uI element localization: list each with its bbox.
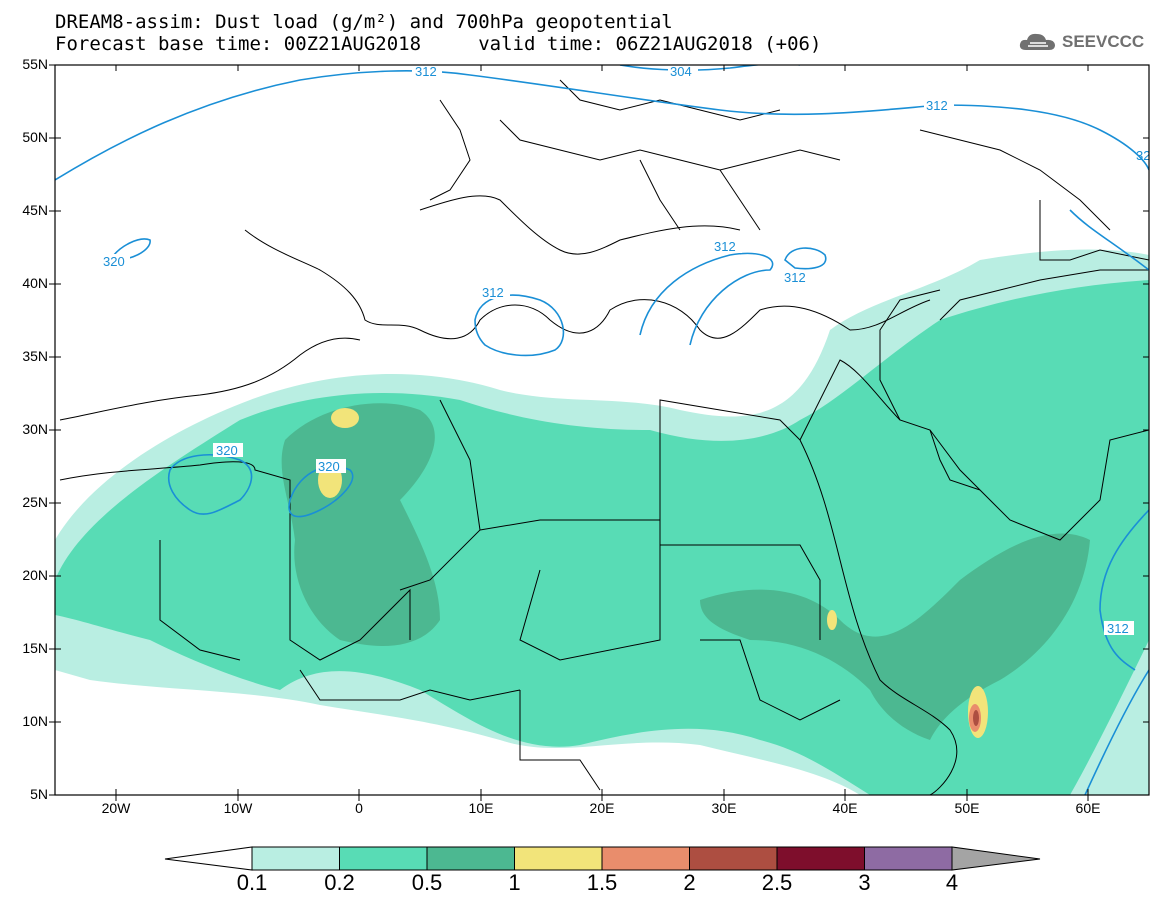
lon-label: 40E — [832, 800, 858, 816]
contour-label: 320 — [103, 254, 125, 269]
colorbar-label: 1 — [508, 870, 521, 895]
map-title: DREAM8-assim: Dust load (g/m²) and 700hP… — [55, 11, 673, 33]
colorbar-label: 3 — [858, 870, 871, 895]
lat-label: 55N — [22, 56, 48, 72]
colorbar-segment — [601, 846, 690, 871]
contour-label: 312 — [784, 270, 806, 285]
contour-label: 312 — [482, 285, 504, 300]
lat-label: 35N — [22, 348, 48, 364]
contour-label: 304 — [670, 64, 692, 79]
contour-label: 312 — [415, 64, 437, 79]
colorbar-segment — [164, 846, 253, 871]
colorbar-segment — [514, 846, 603, 871]
colorbar-label: 4 — [945, 870, 959, 895]
colorbar-segment — [426, 846, 515, 871]
seevccc-logo: SEEVCCC — [1018, 30, 1144, 54]
contour-label: 32 — [1136, 148, 1150, 163]
forecast-time-subtitle: Forecast base time: 00Z21AUG2018 valid t… — [55, 33, 822, 55]
colorbar-label: 2.5 — [761, 870, 793, 895]
lat-label: 15N — [22, 640, 48, 656]
lat-label: 25N — [22, 494, 48, 510]
lon-label: 10W — [223, 800, 253, 816]
colorbar-label: 0.1 — [236, 870, 268, 895]
axis-ticks — [49, 64, 1149, 801]
lat-label: 30N — [22, 421, 48, 437]
colorbar-segment — [864, 846, 953, 871]
lon-label: 50E — [954, 800, 980, 816]
dust-band-1 — [827, 610, 837, 630]
contour-label: 320 — [216, 443, 238, 458]
lon-label: 30E — [711, 800, 737, 816]
colorbar-label: 2 — [683, 870, 696, 895]
lat-label: 5N — [30, 786, 48, 802]
cloud-icon — [1019, 33, 1055, 50]
lon-label: 60E — [1075, 800, 1101, 816]
dust-field: 312 304 312 32 320 312 312 312 320 320 3… — [55, 64, 1150, 795]
colorbar-label: 0.2 — [324, 870, 355, 895]
colorbar — [164, 846, 1041, 871]
lat-label: 20N — [22, 567, 48, 583]
lat-label: 10N — [22, 713, 48, 729]
logo-text: SEEVCCC — [1062, 32, 1145, 51]
lon-label: 0 — [355, 800, 363, 816]
lat-label: 45N — [22, 202, 48, 218]
colorbar-segment — [339, 846, 428, 871]
colorbar-label: 1.5 — [586, 870, 618, 895]
colorbar-segment — [776, 846, 865, 871]
contour-label: 312 — [714, 239, 736, 254]
geopotential-contours — [55, 65, 1149, 795]
lat-label: 40N — [22, 275, 48, 291]
contour-label: 320 — [318, 459, 340, 474]
colorbar-segment — [689, 846, 778, 871]
dust-band-1 — [331, 408, 359, 428]
colorbar-segment — [251, 846, 340, 871]
contour-label: 312 — [1107, 621, 1129, 636]
dust-band-0.5 — [700, 533, 1090, 740]
lat-label: 50N — [22, 129, 48, 145]
colorbar-segment — [951, 846, 1041, 871]
colorbar-label: 0.5 — [411, 870, 443, 895]
lon-label: 20E — [589, 800, 615, 816]
contour-labels: 312 304 312 32 320 312 312 312 320 320 3… — [100, 64, 1150, 636]
contour-label: 312 — [926, 98, 948, 113]
dust-band-2 — [973, 710, 979, 726]
lon-label: 10E — [468, 800, 494, 816]
lon-label: 20W — [101, 800, 131, 816]
